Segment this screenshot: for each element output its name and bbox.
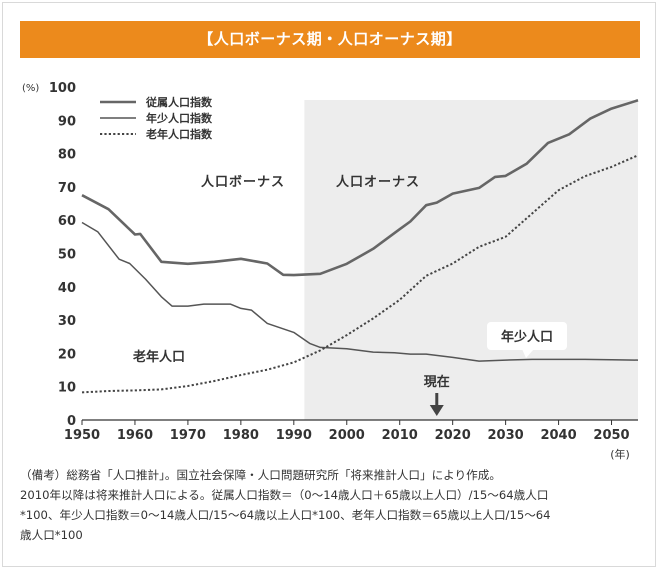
x-tick-label: 2050 <box>593 428 629 443</box>
elderly-callout-box <box>119 343 199 369</box>
y-tick-label: 100 <box>49 81 76 96</box>
chart-title: 【人口ボーナス期・人口オーナス期】 <box>20 21 640 58</box>
y-tick-label: 60 <box>58 214 76 229</box>
x-tick-label: 2010 <box>382 428 418 443</box>
youth-callout-label: 年少人口 <box>501 329 553 345</box>
note-line: *100、年少人口指数＝0～14歳人口/15～64歳以上人口*100、老年人口指… <box>20 508 551 522</box>
elderly-callout-pointer <box>150 368 162 378</box>
x-tick-label: 1980 <box>223 428 259 443</box>
series-line <box>81 154 639 394</box>
down-arrow-icon <box>429 405 444 416</box>
x-tick-label: 1950 <box>64 428 100 443</box>
youth-callout-pointer <box>522 349 534 358</box>
x-tick-label: 2000 <box>329 428 365 443</box>
y-tick-label: 70 <box>58 181 76 196</box>
line-chart: 1950 1960 1970 1980 1990 2000 2010 2020 2030 2040… <box>22 81 639 460</box>
y-tick-label: 40 <box>58 281 76 296</box>
note-line: （備考）総務省「人口推計」。国立社会保障・人口問題研究所「将来推計人口」により作… <box>20 468 501 482</box>
x-tick-label: 2040 <box>540 428 576 443</box>
y-tick-label: 50 <box>58 248 76 263</box>
youth-callout-box <box>487 322 567 350</box>
series-line <box>81 99 639 277</box>
x-tick-label: 1960 <box>117 428 153 443</box>
note-line: 2010年以降は将来推計人口による。従属人口指数＝（0～14歳人口＋65歳以上人… <box>20 488 549 502</box>
y-tick-label: 10 <box>58 381 76 396</box>
legend-label: 従属人口指数 <box>145 95 213 109</box>
source-notes: （備考）総務省「人口推計」。国立社会保障・人口問題研究所「将来推計人口」により作… <box>20 465 648 545</box>
x-tick-label: 2030 <box>488 428 524 443</box>
elderly-callout-label: 老年人口 <box>132 349 185 365</box>
current-label: 現在 <box>424 374 450 390</box>
legend-label: 老年人口指数 <box>145 127 213 141</box>
x-tick-label: 1990 <box>276 428 312 443</box>
bonus-period-label: 人口ボーナス <box>201 174 285 190</box>
x-tick-label: 2020 <box>435 428 471 443</box>
y-unit-label: (%) <box>22 83 39 94</box>
legend-label: 年少人口指数 <box>146 111 213 125</box>
y-tick-label: 0 <box>67 414 76 429</box>
onus-period-label: 人口オーナス <box>336 174 420 190</box>
onus-period-region <box>304 100 638 420</box>
note-line: 歳人口*100 <box>20 528 83 542</box>
y-tick-label: 20 <box>58 347 76 362</box>
series-line <box>81 221 639 362</box>
y-tick-label: 90 <box>58 114 76 129</box>
x-unit-label: (年) <box>610 447 630 460</box>
y-tick-label: 30 <box>58 314 76 329</box>
y-tick-label: 80 <box>58 148 76 163</box>
x-tick-label: 1970 <box>170 428 206 443</box>
